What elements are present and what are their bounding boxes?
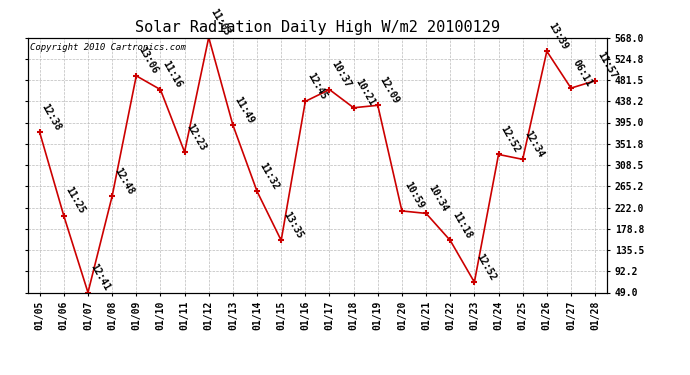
Text: 12:41: 12:41 bbox=[88, 262, 111, 292]
Text: 12:34: 12:34 bbox=[523, 129, 546, 159]
Text: 13:39: 13:39 bbox=[546, 21, 570, 51]
Text: 11:32: 11:32 bbox=[257, 161, 280, 191]
Text: 11:57: 11:57 bbox=[595, 50, 618, 81]
Text: 11:18: 11:18 bbox=[450, 210, 473, 240]
Text: 12:52: 12:52 bbox=[475, 252, 497, 282]
Text: 11:16: 11:16 bbox=[160, 59, 184, 90]
Text: 12:23: 12:23 bbox=[184, 122, 208, 152]
Text: 12:09: 12:09 bbox=[378, 75, 401, 105]
Text: 11:03: 11:03 bbox=[208, 7, 232, 38]
Text: 12:45: 12:45 bbox=[305, 71, 328, 101]
Text: 12:52: 12:52 bbox=[498, 124, 522, 154]
Text: 11:49: 11:49 bbox=[233, 94, 256, 125]
Text: 12:48: 12:48 bbox=[112, 166, 135, 196]
Text: 10:59: 10:59 bbox=[402, 180, 425, 211]
Text: 10:21: 10:21 bbox=[353, 77, 377, 108]
Title: Solar Radiation Daily High W/m2 20100129: Solar Radiation Daily High W/m2 20100129 bbox=[135, 20, 500, 35]
Text: 10:34: 10:34 bbox=[426, 183, 449, 213]
Text: 11:25: 11:25 bbox=[63, 185, 87, 216]
Text: 13:06: 13:06 bbox=[136, 45, 159, 76]
Text: 13:35: 13:35 bbox=[282, 210, 304, 240]
Text: Copyright 2010 Cartronics.com: Copyright 2010 Cartronics.com bbox=[30, 43, 186, 52]
Text: 06:11: 06:11 bbox=[571, 58, 594, 88]
Text: 10:37: 10:37 bbox=[330, 59, 353, 90]
Text: 12:38: 12:38 bbox=[39, 102, 63, 132]
